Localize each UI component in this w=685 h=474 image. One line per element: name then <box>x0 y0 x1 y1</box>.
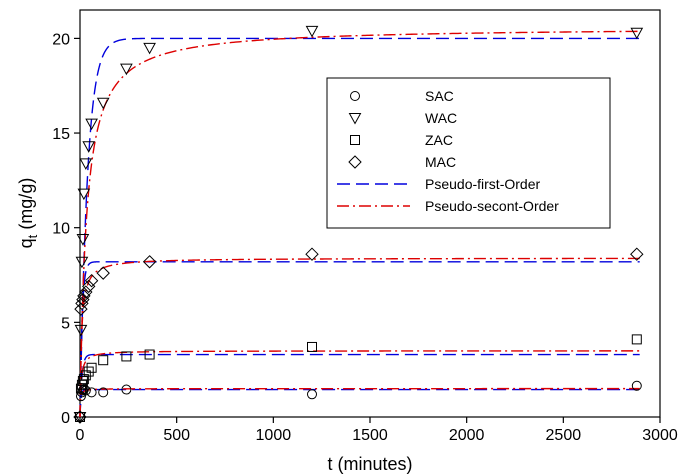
data-point-wac <box>77 188 91 201</box>
data-point-zac <box>307 341 317 352</box>
x-tick-label: 2500 <box>546 427 582 444</box>
data-point-wac <box>305 25 319 38</box>
legend-label: ZAC <box>425 132 453 148</box>
legend-box <box>326 77 611 229</box>
data-point-sac <box>307 389 317 400</box>
data-point-mac <box>630 247 644 261</box>
x-tick-label: 3000 <box>642 427 678 444</box>
data-point-mac <box>77 289 91 303</box>
data-point-zac <box>75 412 85 422</box>
data-point-zac <box>121 351 132 362</box>
data-point-wac <box>120 63 133 76</box>
x-tick-label: 500 <box>163 427 190 444</box>
legend-label: WAC <box>425 110 457 126</box>
data-point-wac <box>74 324 88 337</box>
x-axis: 0 500 1000 1500 2000 2500 3000 <box>76 417 678 444</box>
fit-curve <box>79 387 640 418</box>
data-point-wac <box>76 234 90 246</box>
fit-curve <box>79 257 640 418</box>
legend-label: Pseudo-first-Order <box>425 176 540 192</box>
data-point-mac <box>74 302 88 316</box>
x-tick-label: 2000 <box>449 427 485 444</box>
data-point-mac <box>81 279 96 294</box>
data-point-zac <box>86 362 97 373</box>
fit-curve <box>79 30 640 418</box>
data-point-sac <box>86 387 97 398</box>
x-axis-title: t (minutes) <box>327 454 412 474</box>
y-tick-label: 15 <box>52 126 70 143</box>
data-point-wac <box>82 141 96 153</box>
data-point-mac <box>305 247 319 261</box>
x-tick-label: 0 <box>76 427 85 444</box>
legend-marker <box>350 91 360 101</box>
fit-curve <box>79 353 640 418</box>
legend-marker <box>348 155 362 169</box>
fit-curve <box>79 37 640 418</box>
legend-label: Pseudo-secont-Order <box>425 198 559 214</box>
data-point-mac <box>84 273 99 288</box>
data-point-wac <box>630 27 644 40</box>
fit-curve <box>79 350 640 418</box>
legend-label: MAC <box>425 154 456 170</box>
legend: SAC WAC ZAC MAC Pseudo-first-Order Pseudo-sec… <box>326 77 611 229</box>
fit-curve <box>79 261 640 418</box>
data-point-sac <box>98 387 109 398</box>
y-tick-label: 0 <box>61 410 70 427</box>
data-point-wac <box>143 42 156 55</box>
data-point-zac <box>77 376 88 387</box>
x-tick-label: 1500 <box>352 427 388 444</box>
data-point-wac <box>96 97 110 110</box>
data-point-mac <box>79 285 93 299</box>
y-axis-title: qt (mg/g) <box>16 178 40 249</box>
legend-label: SAC <box>425 88 454 104</box>
data-point-wac <box>85 118 98 131</box>
legend-marker <box>350 135 360 145</box>
data-point-mac <box>142 255 157 269</box>
y-tick-label: 10 <box>52 221 70 238</box>
data-point-wac <box>79 158 93 170</box>
data-markers <box>73 25 644 424</box>
y-tick-label: 20 <box>52 31 70 48</box>
x-tick-label: 1000 <box>256 427 292 444</box>
data-point-zac <box>80 370 91 381</box>
y-tick-label: 5 <box>61 315 70 332</box>
y-axis: 0 5 10 15 20 <box>52 31 80 427</box>
data-point-sac <box>121 384 132 395</box>
data-point-zac <box>631 334 642 345</box>
data-point-mac <box>75 296 89 311</box>
fit-curve <box>79 388 640 418</box>
data-point-zac <box>83 366 94 377</box>
data-point-sac <box>631 380 642 391</box>
data-point-zac <box>144 349 155 360</box>
data-point-mac <box>73 410 87 424</box>
data-point-zac <box>98 355 109 366</box>
data-point-wac <box>75 256 89 269</box>
legend-marker <box>348 113 362 125</box>
data-point-mac <box>96 266 110 280</box>
